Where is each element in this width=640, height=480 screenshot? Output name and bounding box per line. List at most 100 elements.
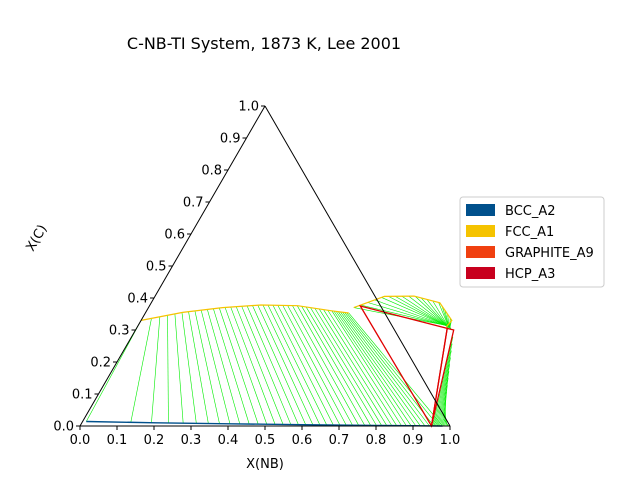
tie-line [374, 299, 447, 326]
tie-line [433, 343, 453, 427]
tie-line [437, 364, 451, 427]
tie-line [257, 305, 314, 425]
tie-line [174, 313, 184, 424]
tie-line [443, 418, 449, 427]
x-tick-label: 0.6 [292, 433, 313, 448]
x-tick-label: 0.1 [107, 433, 128, 448]
tie-line [200, 310, 231, 424]
tie-line [188, 311, 209, 424]
legend-swatch [466, 246, 495, 258]
phase-boundaries [86, 295, 455, 428]
tie-line [348, 312, 443, 427]
y-tick-label: 1.0 [238, 100, 259, 115]
tie-line [420, 297, 449, 327]
tie-line [151, 316, 161, 423]
tie-line [181, 312, 197, 424]
x-tick-label: 0.5 [255, 433, 276, 448]
tie-line [346, 312, 439, 427]
tie-line [314, 308, 387, 426]
x-tick-label: 0.4 [218, 433, 239, 448]
x-tick-label: 0.0 [70, 433, 91, 448]
x-tick-label: 0.8 [366, 433, 387, 448]
tie-line [282, 305, 347, 426]
y-tick-label: 0.0 [53, 420, 74, 435]
tie-line [331, 310, 407, 426]
legend: BCC_A2 FCC_A1 GRAPHITE_A9 HCP_A3 [459, 196, 605, 288]
legend-swatch [466, 267, 495, 279]
tie-line [224, 307, 268, 425]
tie-line [340, 311, 426, 427]
tie-line [310, 307, 382, 426]
tie-line [335, 311, 416, 426]
tie-line [235, 306, 284, 425]
tie-line [301, 306, 371, 426]
tie-line [194, 310, 220, 424]
three-phase-triangle [430, 327, 455, 427]
y-tick-label: 0.8 [201, 164, 222, 179]
tie-line [267, 305, 327, 426]
tie-line [219, 307, 259, 425]
triangle-frame [79, 105, 451, 427]
x-axis-ticks: 0.0 0.1 0.2 0.3 0.4 0.5 0.6 0.7 0.8 0.9 1.0 [70, 426, 461, 448]
tie-line [415, 296, 448, 327]
tie-line [360, 304, 446, 326]
tie-line [447, 325, 451, 329]
tie-line [344, 312, 435, 427]
tie-line [277, 305, 341, 426]
y-tick-label: 0.3 [109, 324, 130, 339]
chart-title: C-NB-TI System, 1873 K, Lee 2001 [127, 34, 401, 53]
tie-lines [86, 295, 454, 427]
legend-label: BCC_A2 [505, 204, 556, 219]
tie-line [272, 305, 334, 426]
tie-line [432, 300, 449, 328]
y-tick-label: 0.7 [183, 196, 204, 211]
tie-line [435, 350, 452, 427]
legend-swatch [466, 204, 495, 216]
x-tick-label: 1.0 [440, 433, 461, 448]
x-tick-label: 0.3 [181, 433, 202, 448]
tie-line [388, 296, 447, 327]
tie-line [241, 306, 292, 425]
tie-line [296, 305, 365, 426]
tie-line [381, 297, 447, 327]
tie-line [438, 302, 449, 328]
tie-line [395, 296, 448, 327]
tie-line [318, 308, 392, 426]
tie-line [305, 306, 377, 426]
tie-line [130, 318, 152, 423]
tie-line [262, 304, 321, 425]
tie-line [441, 305, 450, 328]
legend-frame [459, 196, 605, 288]
y-tick-label: 0.4 [127, 292, 148, 307]
x-tick-label: 0.9 [403, 433, 424, 448]
fcc-a1-boundary [140, 304, 349, 321]
y-tick-label: 0.2 [90, 356, 111, 371]
bcc-a2-boundary [86, 420, 443, 427]
x-tick-label: 0.7 [329, 433, 350, 448]
tie-line [292, 305, 359, 426]
tie-line [230, 306, 276, 425]
tie-line [436, 357, 451, 427]
tie-line [446, 326, 452, 329]
tie-line [401, 295, 448, 327]
tie-line [327, 310, 402, 426]
tie-line [426, 299, 449, 327]
y-tick-label: 0.5 [146, 260, 167, 275]
y-tick-label: 0.1 [72, 388, 93, 403]
tie-line [207, 309, 241, 424]
tie-line [439, 371, 450, 427]
y-tick-label: 0.6 [164, 228, 185, 243]
legend-label: GRAPHITE_A9 [505, 246, 594, 261]
tie-line [252, 305, 306, 425]
tie-line [338, 311, 421, 426]
triangle-right-edge [264, 105, 451, 427]
tie-line [167, 315, 169, 423]
legend-label: FCC_A1 [505, 225, 554, 240]
tie-line [432, 336, 454, 427]
fcc-a1-boundary [353, 295, 453, 328]
tie-line [342, 312, 430, 427]
tie-line [246, 305, 299, 425]
y-axis-ticks: 0.0 0.1 0.2 0.3 0.4 0.5 0.6 0.7 0.8 0.9 1.0 [53, 100, 265, 435]
tie-line [408, 295, 448, 327]
